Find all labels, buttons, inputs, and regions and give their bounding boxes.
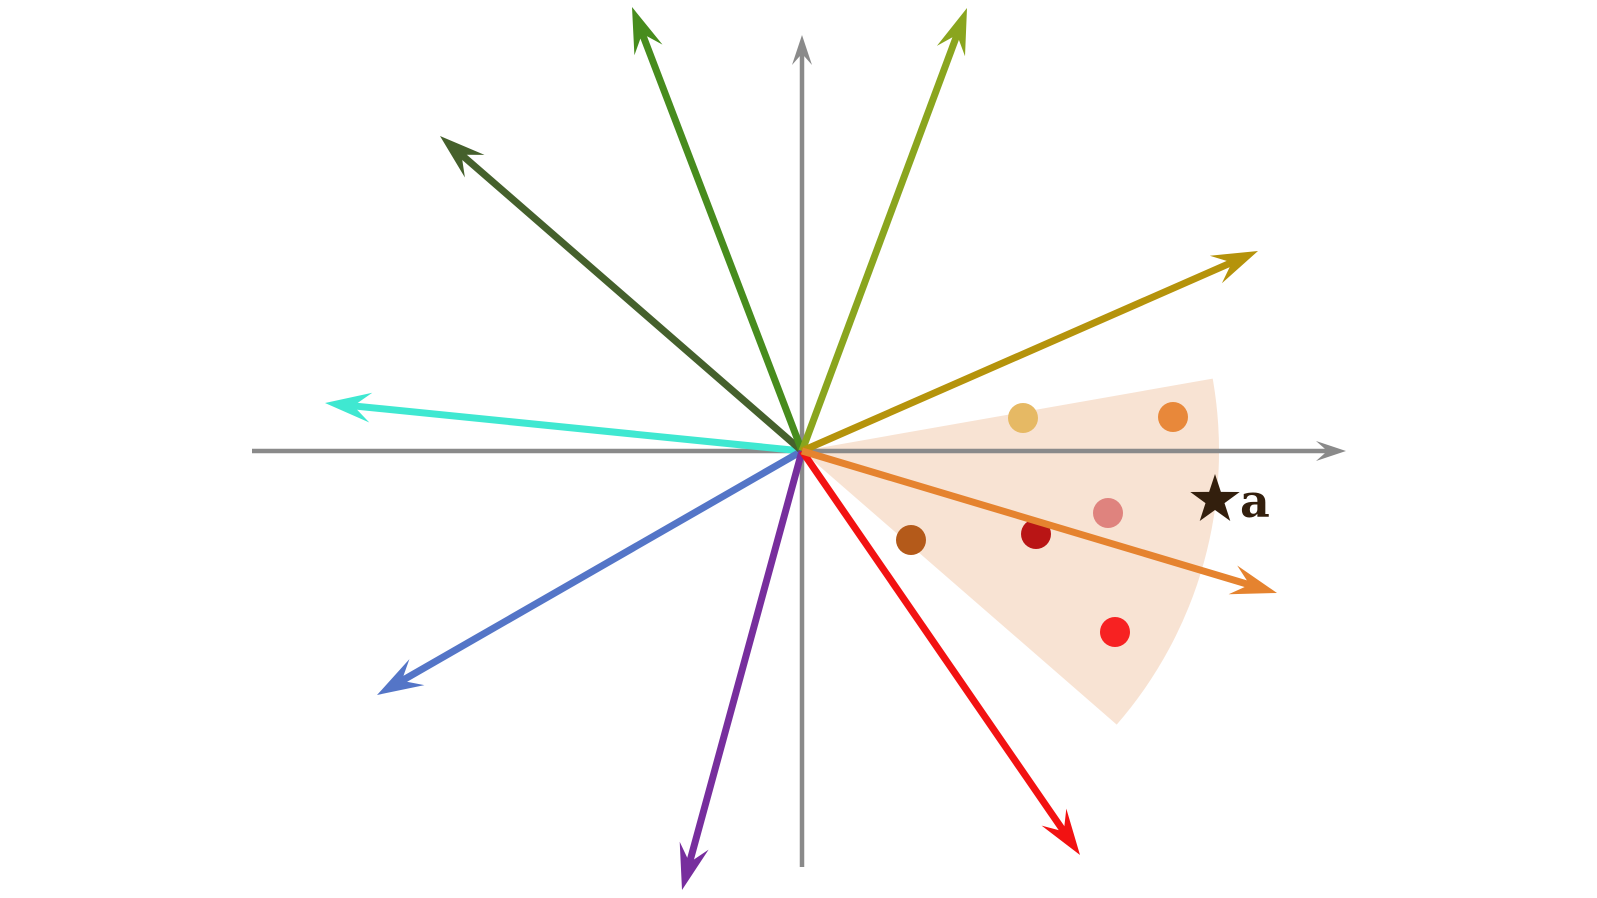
dot-tan [1008,403,1038,433]
vector-orange-head [1228,565,1277,595]
vector-dark-forest-green-head [440,136,485,178]
vector-orange [800,447,1277,595]
vector-turquoise-head [325,392,373,423]
vector-dark-forest-green [440,136,805,454]
vector-dark-gold-head [1209,251,1258,284]
dot-sienna [896,525,926,555]
vector-yellow-green-head [936,8,967,57]
vector-red-head [1041,808,1080,855]
vector-blue [377,447,804,695]
vector-red [799,449,1080,855]
vector-turquoise [325,392,803,455]
vector-green-head [632,7,663,56]
vector-purple [679,450,806,890]
vector-green [632,7,806,453]
vector-yellow-green [798,8,967,453]
vector-blue-head [377,659,425,695]
y-axis-head [792,35,812,65]
star-marker-a [1190,474,1240,521]
dot-rose [1093,498,1123,528]
star-label: a [1240,474,1270,528]
vector-dark-gold [800,251,1258,455]
dot-orange [1158,402,1188,432]
dot-bright-red [1100,617,1130,647]
vector-purple-head [679,841,709,890]
x-axis-head [1316,441,1346,461]
